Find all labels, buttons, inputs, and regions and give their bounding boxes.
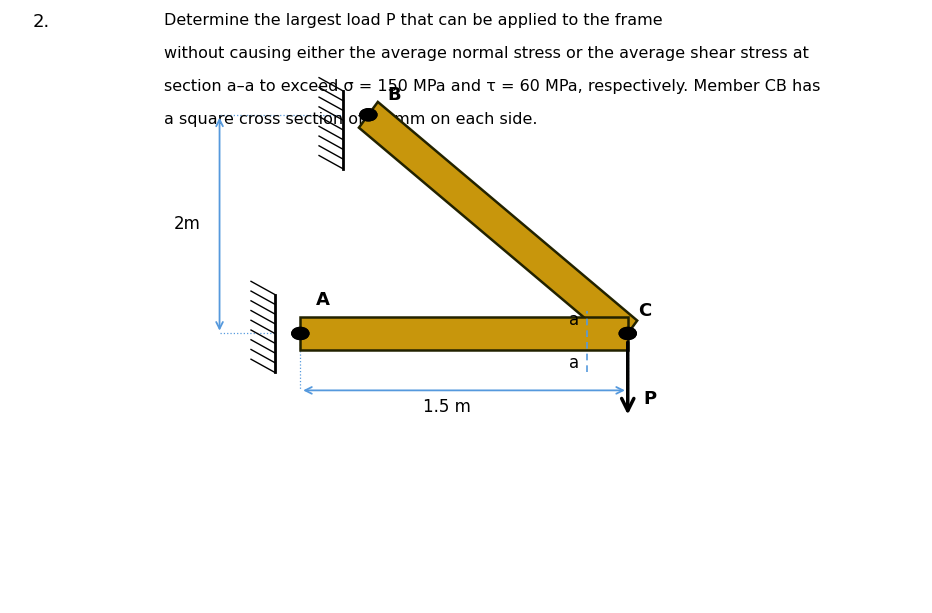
Circle shape [292,327,308,340]
Text: a: a [569,311,580,329]
Text: section a–a to exceed σ = 150 MPa and τ = 60 MPa, respectively. Member CB has: section a–a to exceed σ = 150 MPa and τ … [164,79,821,94]
Text: 2.: 2. [33,13,49,31]
Text: a: a [569,354,580,373]
Circle shape [292,327,308,340]
Circle shape [619,327,637,340]
Polygon shape [300,317,628,350]
Text: without causing either the average normal stress or the average shear stress at: without causing either the average norma… [164,46,809,61]
Text: P: P [643,390,656,408]
Circle shape [360,109,377,121]
Text: a square cross section of 25 mm on each side.: a square cross section of 25 mm on each … [164,112,538,127]
Circle shape [360,109,377,121]
Polygon shape [359,102,637,346]
Text: B: B [387,86,401,104]
Text: 2m: 2m [173,215,200,233]
Text: Determine the largest load P that can be applied to the frame: Determine the largest load P that can be… [164,13,663,28]
Text: 1.5 m: 1.5 m [423,398,471,416]
Text: A: A [316,292,330,310]
Text: C: C [637,302,651,320]
Circle shape [619,327,637,340]
